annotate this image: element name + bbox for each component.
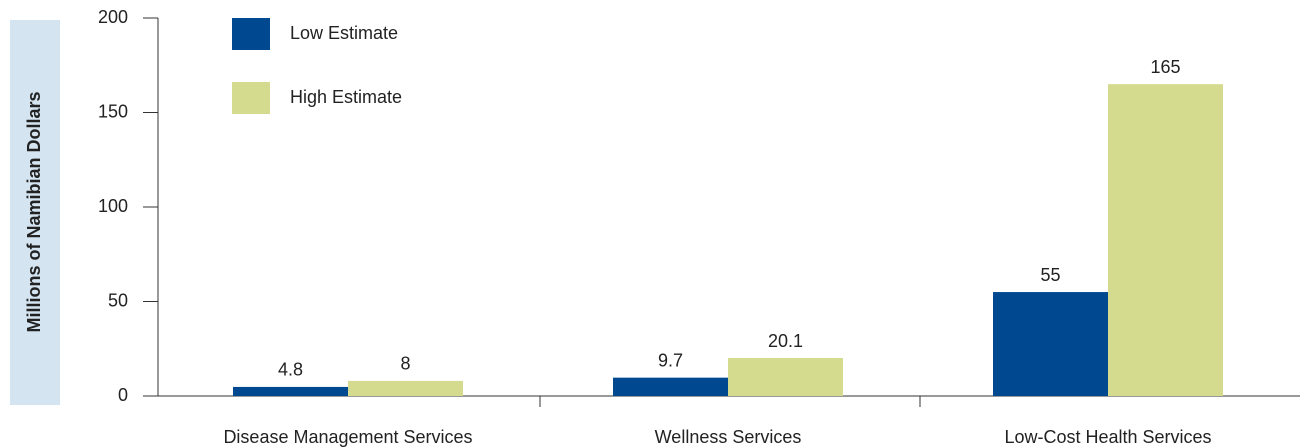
y-tick-label: 200: [98, 7, 128, 27]
legend-label: High Estimate: [290, 87, 402, 107]
data-label: 9.7: [658, 350, 683, 370]
bar: [348, 380, 463, 396]
bar: [233, 386, 348, 396]
legend-label: Low Estimate: [290, 23, 398, 43]
data-label: 8: [400, 354, 410, 374]
x-tick-label: Wellness Services: [655, 427, 802, 447]
data-label: 165: [1150, 57, 1180, 77]
x-tick-label: Disease Management Services: [223, 427, 472, 447]
y-label-box: [10, 20, 60, 405]
y-tick-label: 150: [98, 101, 128, 121]
y-tick-label: 100: [98, 196, 128, 216]
y-axis-label: Millions of Namibian Dollars: [24, 91, 44, 332]
data-label: 55: [1040, 265, 1060, 285]
bar: [613, 377, 728, 396]
legend-swatch: [232, 82, 270, 114]
legend-swatch: [232, 18, 270, 50]
bar: [993, 292, 1108, 396]
y-tick-label: 50: [108, 290, 128, 310]
x-tick-label: Low-Cost Health Services: [1004, 427, 1211, 447]
bar: [728, 358, 843, 396]
bar: [1108, 84, 1223, 397]
y-tick-label: 0: [118, 385, 128, 405]
data-label: 20.1: [768, 331, 803, 351]
data-label: 4.8: [278, 360, 303, 380]
